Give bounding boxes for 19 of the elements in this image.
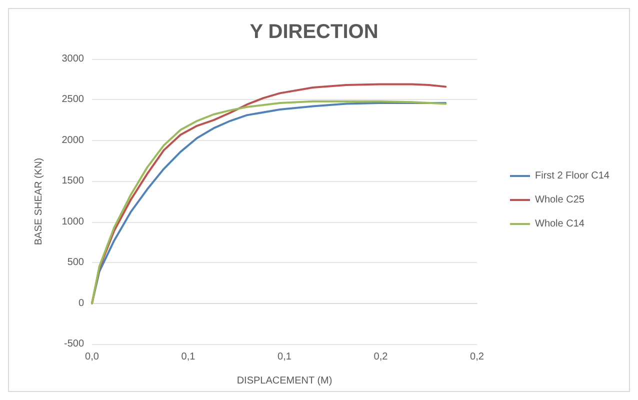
y-tick-label: 1500 bbox=[62, 176, 84, 187]
y-tick-label: 500 bbox=[67, 257, 84, 268]
legend-label: Whole C14 bbox=[535, 218, 585, 230]
y-axis-title: BASE SHEAR (KN) bbox=[34, 158, 44, 246]
x-tick-label: 0,2 bbox=[470, 352, 484, 362]
y-tick-label: 1000 bbox=[62, 216, 84, 228]
y-tick-label: 2500 bbox=[62, 94, 84, 106]
y-tick-label: -500 bbox=[64, 338, 84, 350]
x-tick-label: 0,1 bbox=[278, 352, 292, 362]
x-tick-label: 0,1 bbox=[181, 352, 196, 362]
x-axis-title: DISPLACEMENT (M) bbox=[236, 376, 332, 386]
legend-label: First 2 Floor C14 bbox=[535, 170, 610, 182]
x-tick-label: 0,0 bbox=[85, 352, 100, 362]
legend-label: Whole C25 bbox=[535, 194, 585, 206]
y-tick-label: 0 bbox=[78, 298, 84, 309]
y-tick-label: 3000 bbox=[62, 54, 84, 64]
x-tick-label: 0,2 bbox=[374, 352, 388, 362]
y-tick-label: 2000 bbox=[62, 134, 84, 146]
chart-title: Y DIRECTION bbox=[250, 21, 378, 43]
